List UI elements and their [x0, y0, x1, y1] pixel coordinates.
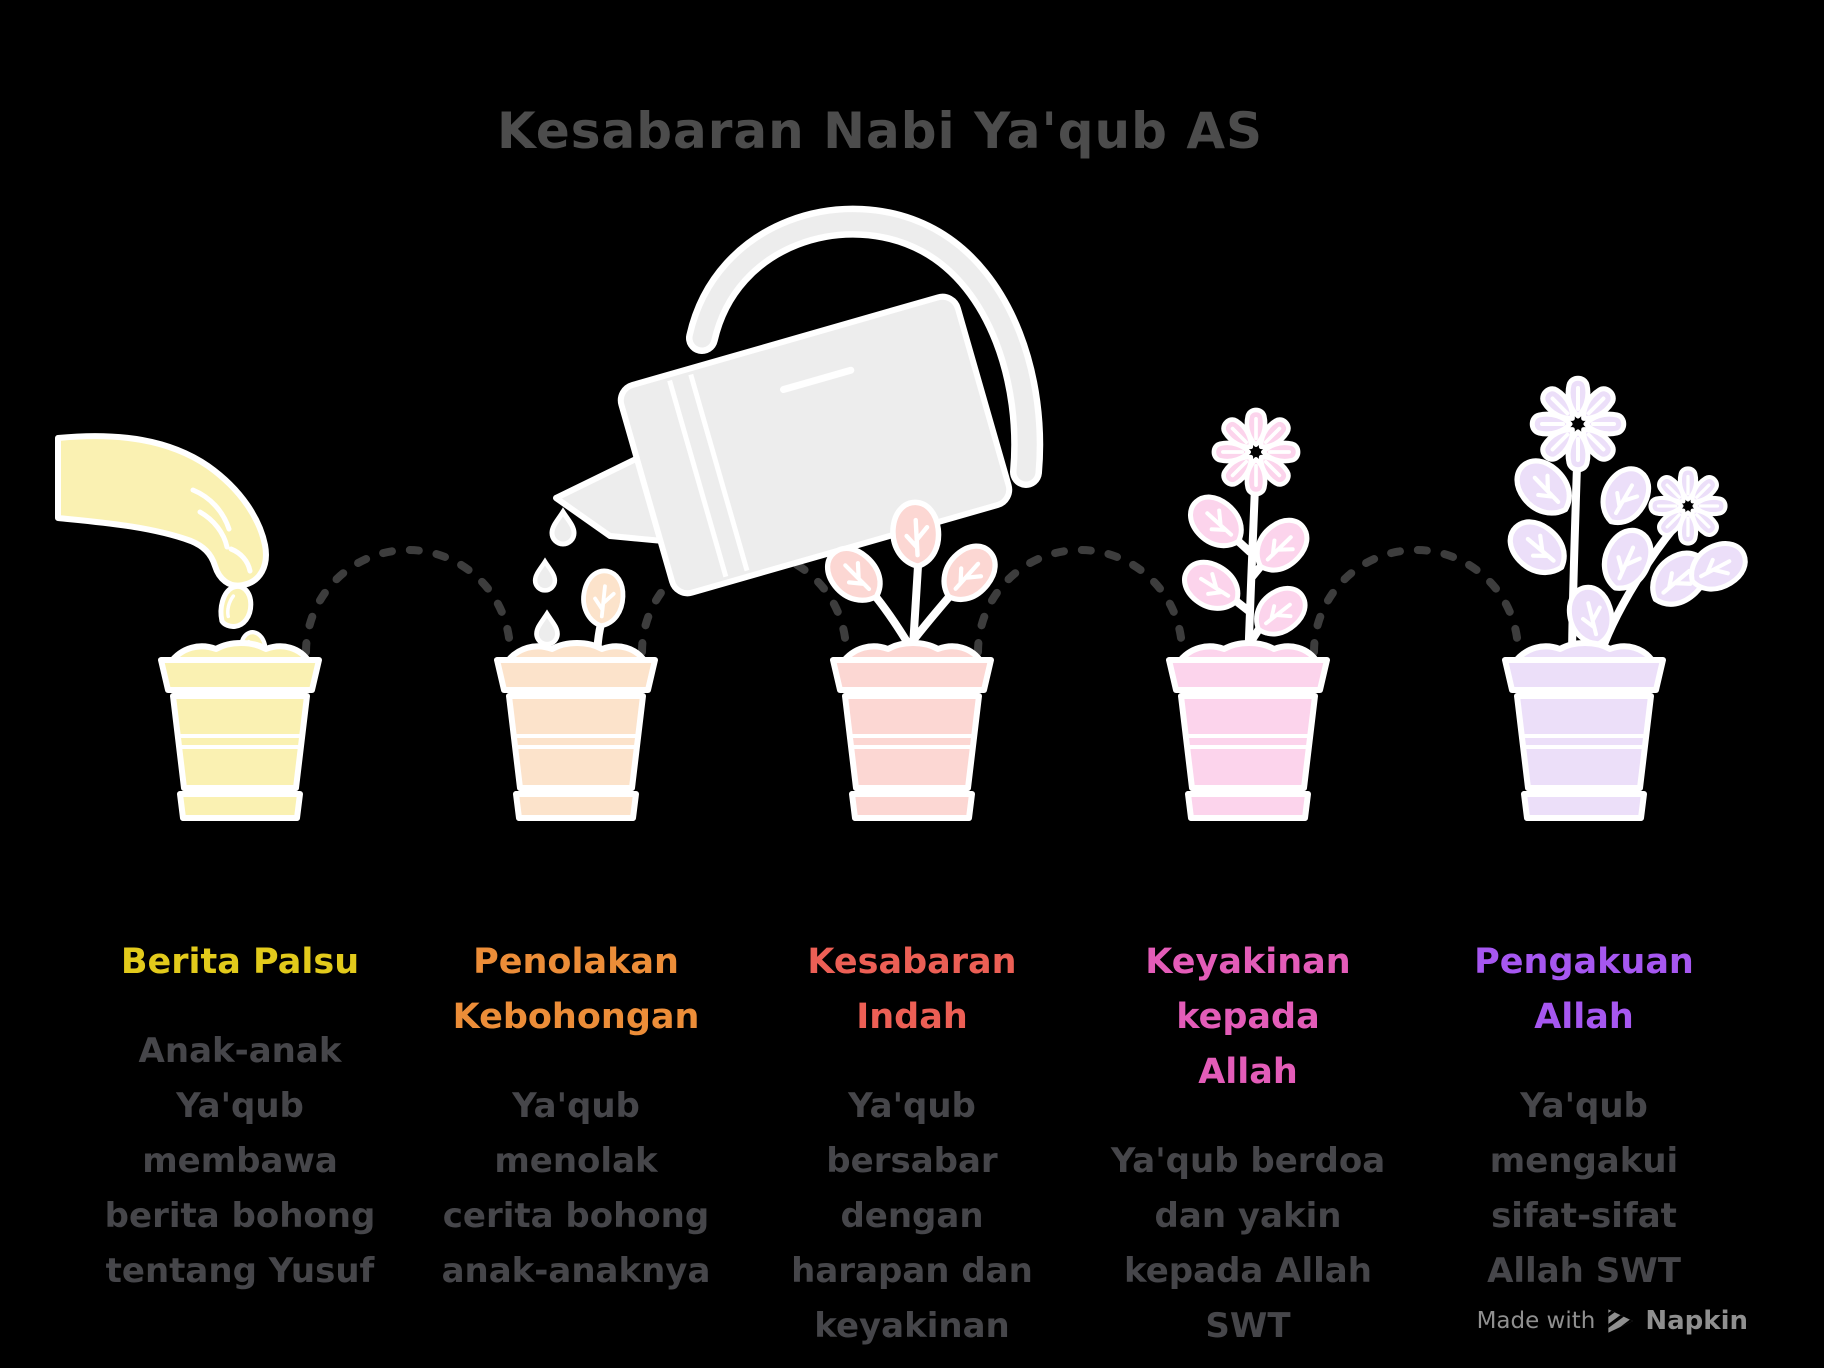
pot-icon [497, 643, 655, 818]
pot-icon [833, 643, 991, 818]
stage-3-label: Kesabaran Indah Ya'qub bersabar dengan h… [752, 916, 1072, 1368]
stage-description: Ya'qub mengakui sifat-sifat Allah SWT [1487, 1086, 1681, 1291]
sprout-icon [497, 569, 655, 818]
watering-can-icon [553, 205, 1044, 597]
pot-icon [1169, 643, 1327, 818]
stage-2-label: Penolakan Kebohongan Ya'qub menolak ceri… [416, 916, 736, 1318]
flower-icon [1214, 410, 1298, 494]
stage-3-young-plant [818, 501, 1006, 818]
dashed-arc [1310, 546, 1522, 656]
pot-icon [161, 643, 319, 818]
stage-1-hand-planting-seed [55, 433, 319, 818]
hand-icon [55, 433, 269, 589]
stage-4-flowering-plant [1169, 410, 1327, 818]
stage-2-watering [497, 205, 1044, 818]
diagram-title: Kesabaran Nabi Ya'qub AS [496, 102, 1264, 160]
stage-description: Ya'qub bersabar dengan harapan dan keyak… [791, 1086, 1033, 1346]
stage-heading: Kesabaran Indah [807, 942, 1017, 1037]
napkin-logo-icon [1608, 1309, 1634, 1333]
dashed-arc [974, 546, 1186, 656]
made-with-napkin: Made with Napkin [1477, 1306, 1748, 1336]
stage-heading: Keyakinan kepada Allah [1145, 942, 1351, 1092]
stage-1-label: Berita Palsu Anak-anak Ya'qub membawa be… [80, 916, 400, 1318]
water-drops-icon [535, 512, 574, 644]
seed-icon [217, 583, 255, 630]
stage-5-label: Pengakuan Allah Ya'qub mengakui sifat-si… [1424, 916, 1744, 1318]
stage-heading: Berita Palsu [120, 942, 360, 982]
napkin-brand-label: Napkin [1645, 1306, 1748, 1336]
hand-finger-lines [190, 487, 253, 574]
stage-4-label: Keyakinan kepada Allah Ya'qub berdoa dan… [1088, 916, 1408, 1368]
pot-icon [1505, 643, 1663, 818]
stems [1232, 458, 1265, 668]
made-with-label: Made with [1476, 1308, 1596, 1334]
dashed-arc [302, 546, 514, 656]
stage-heading: Pengakuan Allah [1474, 942, 1694, 1037]
flower-icon [1532, 378, 1624, 470]
stage-description: Ya'qub menolak cerita bohong anak-anakny… [441, 1086, 711, 1291]
stage-5-blooming-plant [1501, 378, 1753, 818]
stage-heading: Penolakan Kebohongan [452, 942, 700, 1037]
flower-icon [1650, 468, 1725, 543]
stage-description: Ya'qub berdoa dan yakin kepada Allah SWT [1110, 1141, 1386, 1346]
stage-description: Anak-anak Ya'qub membawa berita bohong t… [104, 1031, 376, 1291]
